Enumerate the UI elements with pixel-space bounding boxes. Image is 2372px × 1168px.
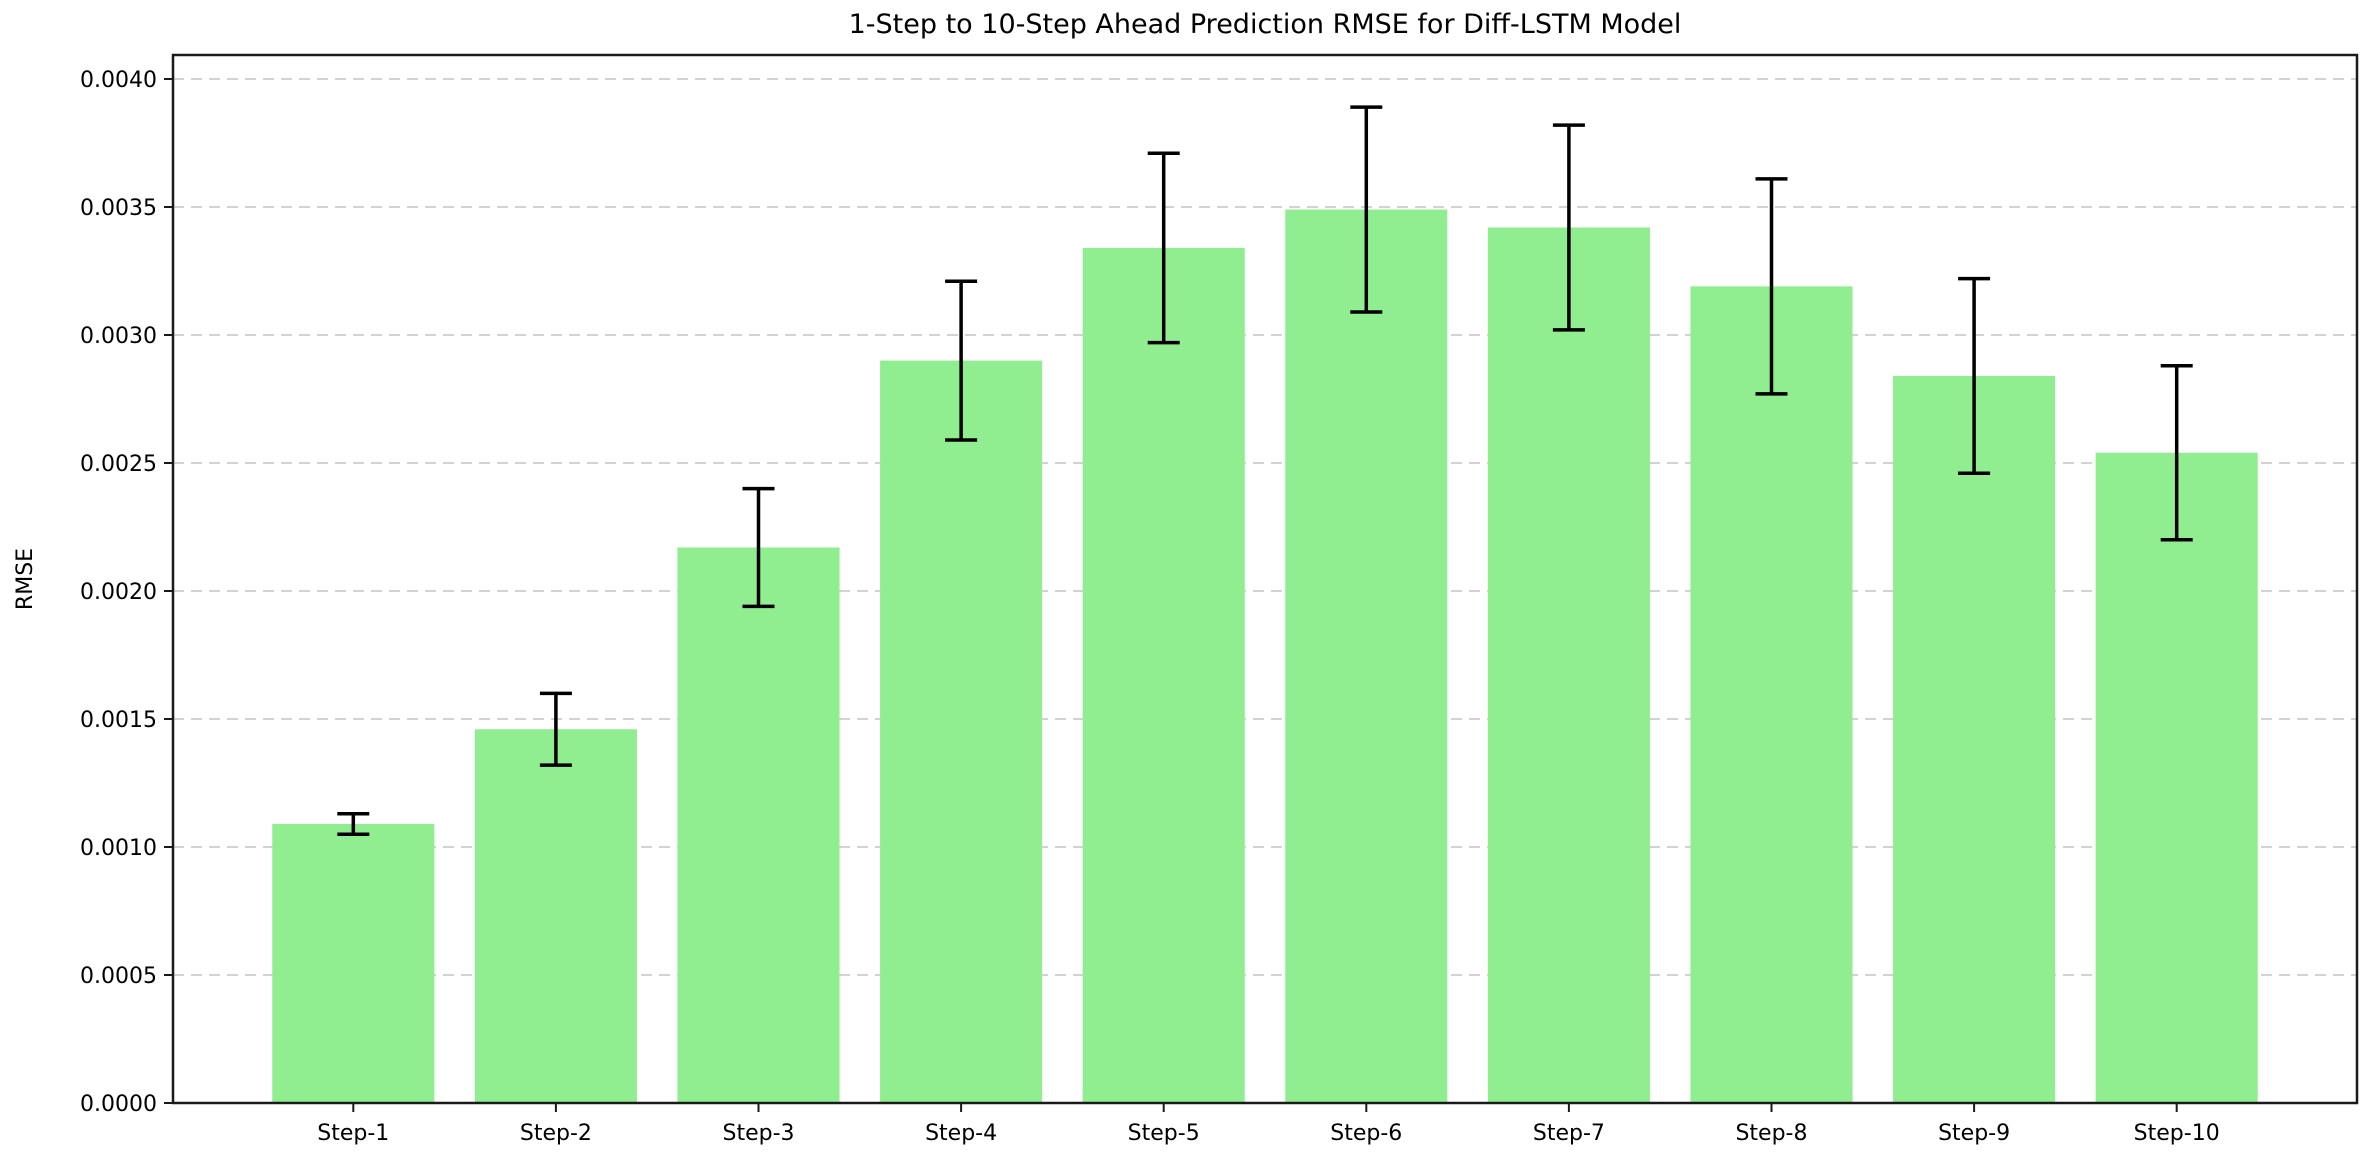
bar-step-1 bbox=[272, 823, 435, 1103]
bar-step-2 bbox=[474, 729, 637, 1103]
y-tick-label: 0.0015 bbox=[80, 708, 157, 733]
x-tick-label: Step-1 bbox=[317, 1121, 389, 1146]
y-tick-label: 0.0040 bbox=[80, 68, 157, 93]
chart-title: 1-Step to 10-Step Ahead Prediction RMSE … bbox=[849, 9, 1682, 40]
bar-step-8 bbox=[1690, 286, 1853, 1103]
y-tick-label: 0.0035 bbox=[80, 196, 157, 221]
bar-step-6 bbox=[1285, 209, 1448, 1103]
y-tick-label: 0.0025 bbox=[80, 452, 157, 477]
x-tick-label: Step-6 bbox=[1330, 1121, 1402, 1146]
x-tick-label: Step-7 bbox=[1533, 1121, 1605, 1146]
bar-step-4 bbox=[880, 360, 1043, 1104]
y-tick-label: 0.0005 bbox=[80, 964, 157, 989]
x-tick-label: Step-10 bbox=[2134, 1121, 2220, 1146]
bar-step-9 bbox=[1893, 375, 2056, 1104]
x-tick-label: Step-9 bbox=[1938, 1121, 2010, 1146]
y-tick-label: 0.0010 bbox=[80, 836, 157, 861]
axes-box bbox=[171, 53, 2359, 1105]
bar-step-3 bbox=[677, 547, 840, 1103]
y-tick-label: 0.0030 bbox=[80, 324, 157, 349]
bar-step-5 bbox=[1082, 247, 1245, 1103]
x-tick-label: Step-8 bbox=[1735, 1121, 1807, 1146]
x-tick-label: Step-3 bbox=[722, 1121, 794, 1146]
bar-step-10 bbox=[2095, 452, 2258, 1103]
plot-area: 0.0000 0.0005 0.0010 0.0015 0.0020 0.0025 0.00… bbox=[80, 53, 2359, 1146]
bar-step-7 bbox=[1487, 227, 1650, 1104]
y-axis-label: RMSE bbox=[13, 548, 38, 610]
x-tick-label: Step-4 bbox=[925, 1121, 997, 1146]
x-tick-label: Step-2 bbox=[520, 1121, 592, 1146]
y-tick-label: 0.0020 bbox=[80, 580, 157, 605]
y-tick-label: 0.0000 bbox=[80, 1092, 157, 1117]
x-tick-label: Step-5 bbox=[1128, 1121, 1200, 1146]
